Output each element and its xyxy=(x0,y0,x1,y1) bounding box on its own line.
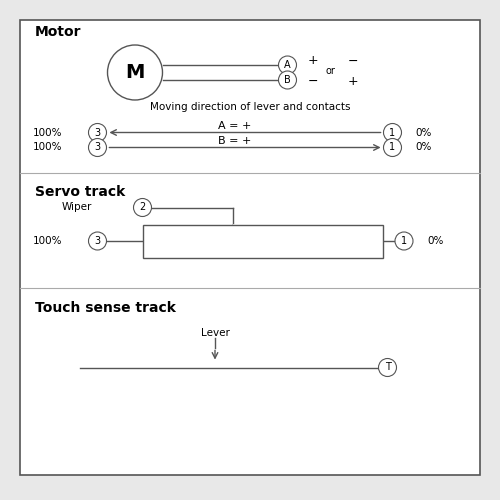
Text: +: + xyxy=(307,54,318,68)
Text: or: or xyxy=(325,66,335,76)
Text: 0%: 0% xyxy=(415,128,432,138)
Circle shape xyxy=(134,198,152,216)
Text: 100%: 100% xyxy=(33,236,62,246)
Text: 1: 1 xyxy=(390,128,396,138)
Text: B: B xyxy=(284,75,291,85)
Text: Servo track: Servo track xyxy=(35,186,125,200)
Text: 0%: 0% xyxy=(415,142,432,152)
Bar xyxy=(142,225,382,258)
Text: 3: 3 xyxy=(94,128,100,138)
Text: Lever: Lever xyxy=(200,328,230,338)
Text: A = +: A = + xyxy=(218,121,252,131)
Text: T: T xyxy=(384,362,390,372)
Text: M: M xyxy=(126,63,144,82)
Text: 3: 3 xyxy=(94,142,100,152)
Circle shape xyxy=(108,45,162,100)
Circle shape xyxy=(384,138,402,156)
Text: 1: 1 xyxy=(401,236,407,246)
Text: B = +: B = + xyxy=(218,136,252,146)
Circle shape xyxy=(278,56,296,74)
Text: Wiper: Wiper xyxy=(62,202,92,212)
Circle shape xyxy=(278,71,296,89)
Circle shape xyxy=(88,124,106,142)
Text: −: − xyxy=(307,75,318,88)
Text: Moving direction of lever and contacts: Moving direction of lever and contacts xyxy=(150,102,350,113)
Text: 100%: 100% xyxy=(33,128,62,138)
Circle shape xyxy=(88,232,106,250)
Circle shape xyxy=(395,232,413,250)
Circle shape xyxy=(384,124,402,142)
Text: +: + xyxy=(347,75,358,88)
Circle shape xyxy=(378,358,396,376)
Text: −: − xyxy=(347,54,358,68)
Text: 3: 3 xyxy=(94,236,100,246)
Text: 2: 2 xyxy=(140,202,145,212)
Text: 1: 1 xyxy=(390,142,396,152)
Circle shape xyxy=(88,138,106,156)
Text: 0%: 0% xyxy=(428,236,444,246)
Text: Touch sense track: Touch sense track xyxy=(35,300,176,314)
Text: Motor: Motor xyxy=(35,26,82,40)
Text: A: A xyxy=(284,60,291,70)
Text: 100%: 100% xyxy=(33,142,62,152)
